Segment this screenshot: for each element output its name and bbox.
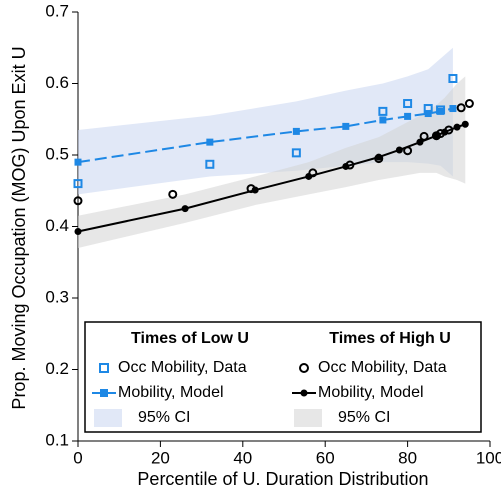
marker: [416, 138, 424, 146]
x-tick-label: 0: [73, 448, 82, 467]
marker: [168, 189, 178, 199]
marker: [403, 146, 413, 156]
marker: [403, 99, 413, 109]
marker: [374, 154, 384, 164]
y-tick-label: 0.2: [45, 359, 69, 378]
y-tick-label: 0.6: [45, 73, 69, 92]
marker: [379, 116, 387, 124]
marker: [206, 138, 214, 146]
legend-label: Mobility, Model: [318, 384, 424, 401]
marker: [73, 179, 83, 189]
legend-marker: [300, 389, 308, 397]
marker: [292, 127, 300, 135]
y-tick-label: 0.1: [45, 430, 69, 449]
x-tick-label: 100: [476, 448, 501, 467]
marker: [395, 146, 403, 154]
legend-box: [84, 321, 482, 433]
marker: [345, 160, 355, 170]
y-axis-title: Prop. Moving Occupation (MOG) Upon Exit …: [9, 46, 29, 409]
legend-label: Occ Mobility, Data: [318, 359, 447, 376]
marker: [404, 112, 412, 120]
marker: [246, 184, 256, 194]
marker: [74, 228, 82, 236]
ci-band: [78, 76, 466, 248]
marker: [453, 123, 461, 131]
legend-label: 95% CI: [338, 409, 390, 426]
legend-title: Times of Low U: [131, 330, 249, 347]
y-tick-label: 0.3: [45, 287, 69, 306]
marker: [423, 104, 433, 114]
marker: [74, 158, 82, 166]
y-tick-label: 0.5: [45, 144, 69, 163]
legend-title: Times of High U: [329, 330, 451, 347]
legend-swatch: [294, 409, 322, 427]
legend-label: 95% CI: [138, 409, 190, 426]
marker: [436, 129, 446, 139]
marker: [291, 148, 301, 158]
marker: [464, 99, 474, 109]
marker: [456, 103, 466, 113]
marker: [449, 105, 457, 113]
legend-marker: [299, 363, 309, 373]
marker: [419, 131, 429, 141]
marker: [342, 122, 350, 130]
x-tick-label: 40: [233, 448, 252, 467]
marker: [436, 105, 446, 115]
marker: [448, 73, 458, 83]
marker: [205, 159, 215, 169]
legend-label: Occ Mobility, Data: [118, 359, 247, 376]
x-axis-title: Percentile of U. Duration Distribution: [137, 469, 428, 489]
x-tick-label: 60: [316, 448, 335, 467]
legend-label: Mobility, Model: [118, 384, 224, 401]
y-tick-label: 0.4: [45, 216, 69, 235]
legend-marker: [99, 363, 109, 373]
x-tick-label: 80: [398, 448, 417, 467]
legend-marker: [100, 389, 108, 397]
x-tick-label: 20: [151, 448, 170, 467]
marker: [73, 196, 83, 206]
y-tick-label: 0.7: [45, 1, 69, 20]
marker: [424, 110, 432, 118]
marker: [378, 106, 388, 116]
marker: [444, 125, 454, 135]
marker: [181, 205, 189, 213]
marker: [461, 120, 469, 128]
marker: [308, 168, 318, 178]
legend-swatch: [94, 409, 122, 427]
